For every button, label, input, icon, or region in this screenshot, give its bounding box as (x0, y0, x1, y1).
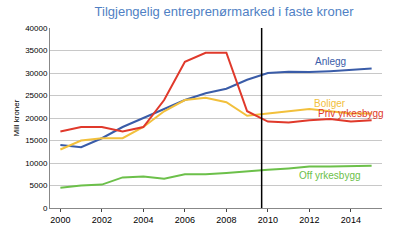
svg-text:2010: 2010 (258, 215, 278, 225)
svg-text:2008: 2008 (216, 215, 236, 225)
svg-text:2012: 2012 (299, 215, 319, 225)
svg-text:25000: 25000 (25, 91, 48, 100)
svg-text:Priv yrkesbygg: Priv yrkesbygg (318, 108, 384, 119)
svg-text:Boliger: Boliger (314, 98, 346, 109)
svg-text:10000: 10000 (25, 159, 48, 168)
svg-text:Anlegg: Anlegg (315, 56, 346, 67)
svg-text:2000: 2000 (50, 215, 70, 225)
svg-text:35000: 35000 (25, 46, 48, 55)
svg-text:2014: 2014 (341, 215, 361, 225)
svg-text:Tilgjengelig entreprenørmarked: Tilgjengelig entreprenørmarked i faste k… (95, 4, 355, 19)
svg-text:5000: 5000 (30, 181, 48, 190)
svg-text:40000: 40000 (25, 24, 48, 33)
svg-text:2002: 2002 (92, 215, 112, 225)
svg-text:0: 0 (43, 204, 48, 213)
svg-text:2004: 2004 (133, 215, 153, 225)
svg-text:20000: 20000 (25, 114, 48, 123)
svg-text:2006: 2006 (175, 215, 195, 225)
svg-text:30000: 30000 (25, 69, 48, 78)
svg-text:Mill kroner: Mill kroner (12, 99, 21, 136)
svg-text:Off yrkesbygg: Off yrkesbygg (299, 170, 361, 181)
svg-text:15000: 15000 (25, 136, 48, 145)
